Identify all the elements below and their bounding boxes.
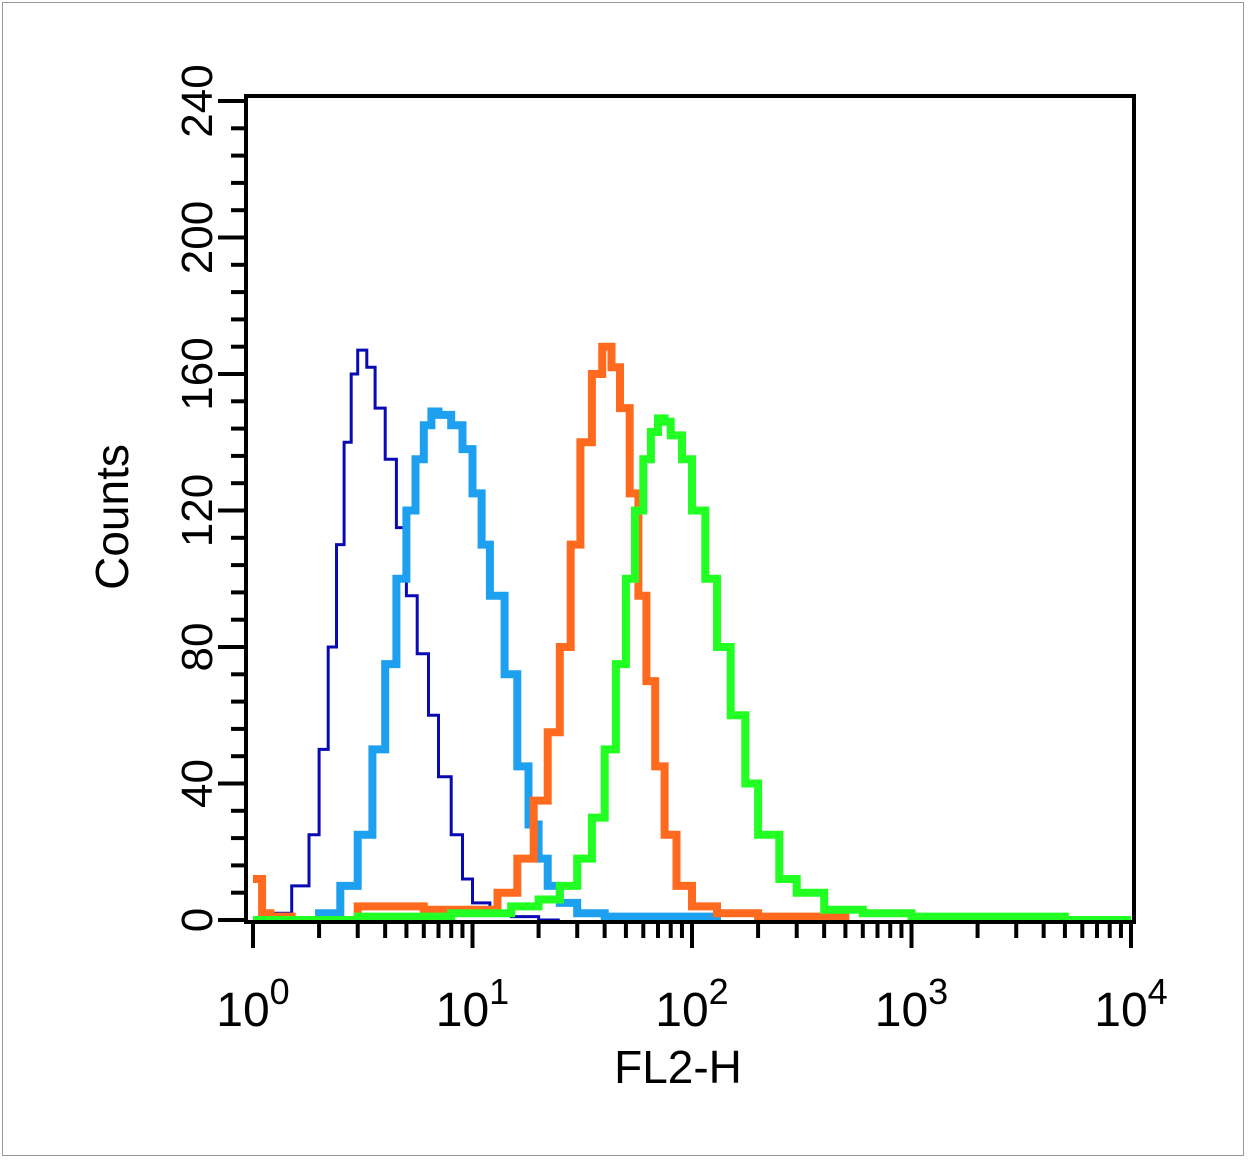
series-line bbox=[253, 342, 850, 924]
y-tick-label: 160 bbox=[173, 337, 222, 410]
x-tick-label: 102 bbox=[655, 971, 728, 1037]
x-axis-ticks bbox=[251, 922, 1133, 948]
x-tick-label: 101 bbox=[436, 971, 509, 1037]
y-axis-tick-labels: 0 40 80 120 160 200 240 bbox=[173, 64, 222, 932]
y-tick-label: 200 bbox=[173, 201, 222, 274]
x-axis-tick-labels: 100 101 102 103 104 bbox=[216, 971, 1167, 1037]
y-axis-ticks bbox=[218, 99, 246, 922]
x-tick-label: 103 bbox=[875, 971, 948, 1037]
y-tick-label: 40 bbox=[173, 759, 222, 808]
y-tick-label: 240 bbox=[173, 64, 222, 137]
x-axis-title: FL2-H bbox=[614, 1041, 742, 1093]
x-tick-label: 104 bbox=[1094, 971, 1167, 1037]
series-line bbox=[253, 414, 1131, 924]
y-tick-label: 0 bbox=[173, 908, 222, 932]
series-line bbox=[270, 348, 560, 922]
y-tick-label: 80 bbox=[173, 623, 222, 672]
y-axis-title: Counts bbox=[86, 444, 138, 590]
plot-area-border bbox=[244, 94, 1136, 924]
y-tick-label: 120 bbox=[173, 474, 222, 547]
x-tick-label: 100 bbox=[216, 971, 289, 1037]
histogram-series bbox=[253, 342, 1131, 924]
series-line bbox=[291, 407, 721, 924]
